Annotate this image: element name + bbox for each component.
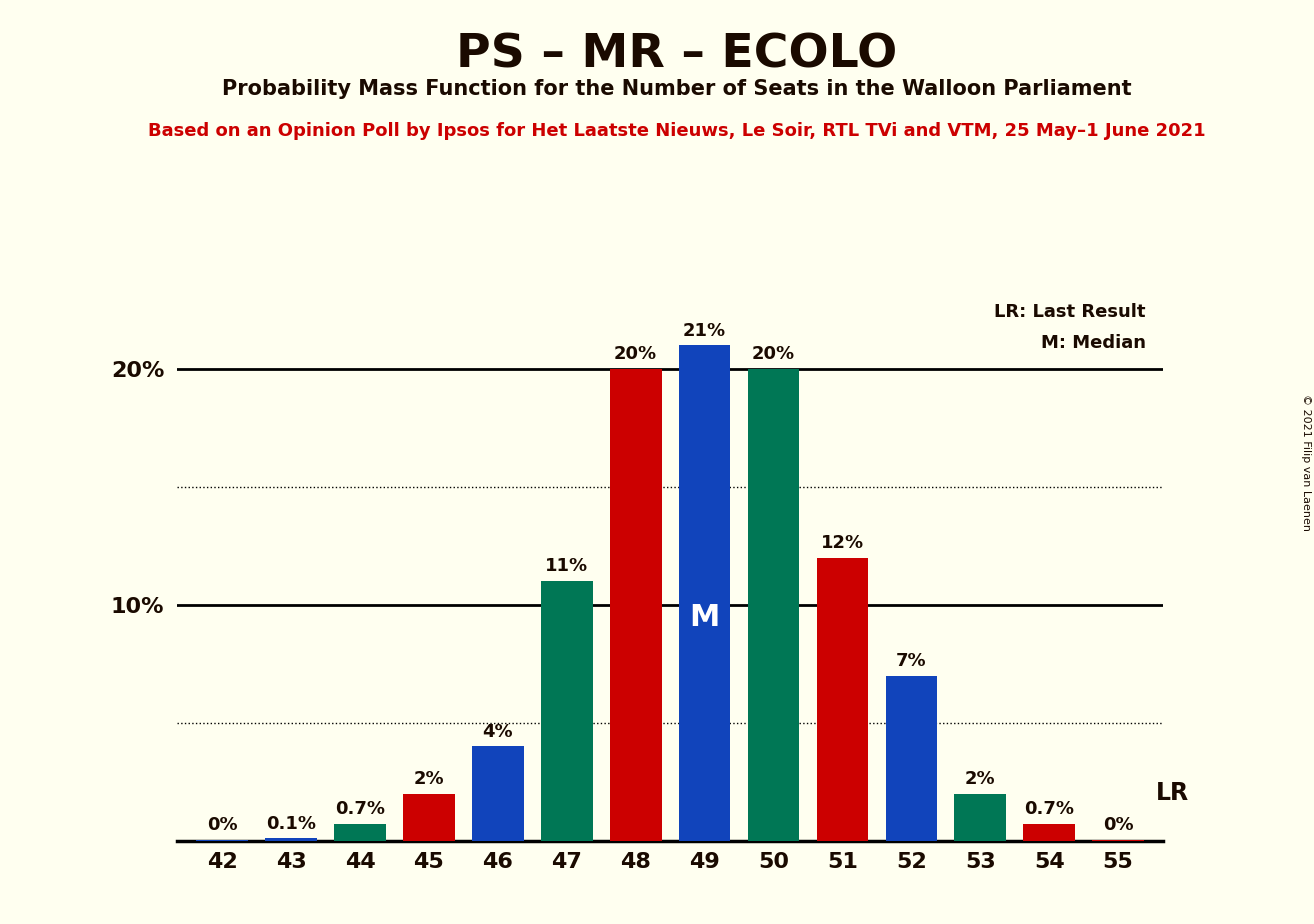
Text: 20%: 20% xyxy=(614,345,657,363)
Text: Based on an Opinion Poll by Ipsos for Het Laatste Nieuws, Le Soir, RTL TVi and V: Based on an Opinion Poll by Ipsos for He… xyxy=(148,122,1205,140)
Bar xyxy=(403,794,455,841)
Bar xyxy=(1092,840,1144,841)
Bar xyxy=(334,824,386,841)
Text: 11%: 11% xyxy=(545,557,589,576)
Text: Probability Mass Function for the Number of Seats in the Walloon Parliament: Probability Mass Function for the Number… xyxy=(222,79,1131,99)
Text: © 2021 Filip van Laenen: © 2021 Filip van Laenen xyxy=(1301,394,1311,530)
Text: LR: LR xyxy=(1156,782,1189,806)
Bar xyxy=(748,369,799,841)
Text: 0.1%: 0.1% xyxy=(267,815,317,833)
Text: 21%: 21% xyxy=(683,322,727,339)
Text: 7%: 7% xyxy=(896,651,926,670)
Text: 12%: 12% xyxy=(821,534,865,552)
Bar xyxy=(472,747,524,841)
Text: 0%: 0% xyxy=(1102,816,1134,833)
Text: M: Median: M: Median xyxy=(1041,334,1146,352)
Text: M: M xyxy=(690,603,720,632)
Text: 0.7%: 0.7% xyxy=(335,800,385,819)
Bar xyxy=(265,838,317,841)
Text: 0%: 0% xyxy=(206,817,238,834)
Text: 2%: 2% xyxy=(414,770,444,788)
Bar xyxy=(610,369,661,841)
Bar xyxy=(1024,824,1075,841)
Text: LR: Last Result: LR: Last Result xyxy=(995,303,1146,321)
Bar xyxy=(679,346,731,841)
Bar xyxy=(816,558,869,841)
Text: 20%: 20% xyxy=(752,345,795,363)
Bar xyxy=(541,581,593,841)
Text: 4%: 4% xyxy=(482,723,514,740)
Bar xyxy=(886,675,937,841)
Text: PS – MR – ECOLO: PS – MR – ECOLO xyxy=(456,32,897,78)
Text: 0.7%: 0.7% xyxy=(1024,800,1074,819)
Bar xyxy=(954,794,1007,841)
Text: 2%: 2% xyxy=(964,770,996,788)
